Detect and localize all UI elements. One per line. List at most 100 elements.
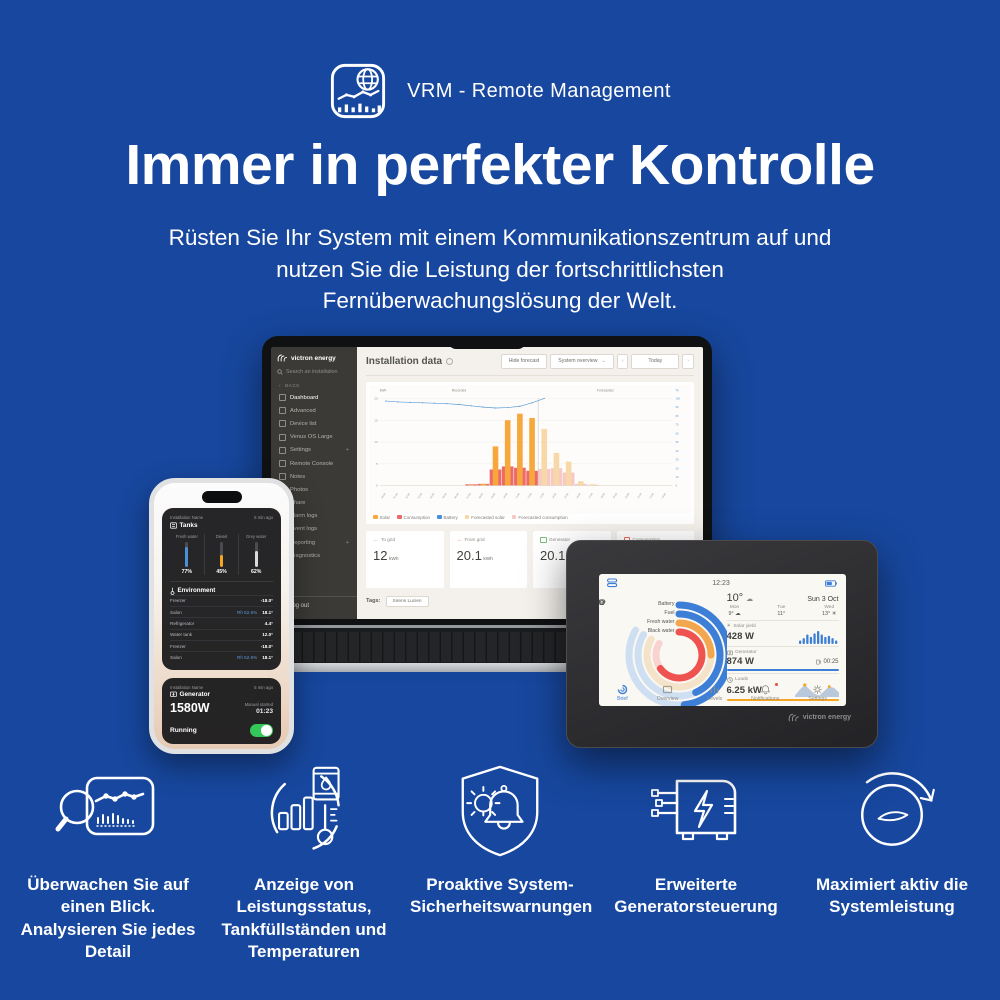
notes-icon [279, 473, 286, 481]
svg-text:5: 5 [376, 462, 378, 466]
subtitle-line-3: Fernüberwachungslösung der Welt. [322, 288, 678, 313]
next-day-button[interactable]: › [682, 354, 694, 369]
sidebar-back[interactable]: ‹ BACK [279, 383, 301, 388]
installation-chart-panel: 0 5 10 15 20 0 10 20 30 40 50 60 70 80 90 100 kWh Recorde… [366, 381, 694, 524]
loads-progress [726, 699, 839, 701]
svg-text:23:00: 23:00 [661, 492, 667, 499]
hide-forecast-button[interactable]: Hide forecast [500, 354, 548, 369]
search-installation[interactable] [277, 369, 351, 375]
svg-text:15:00: 15:00 [564, 492, 570, 499]
svg-text:07:00: 07:00 [466, 492, 472, 499]
sidebar-item-venus-os-large[interactable]: Venus OS Large [271, 431, 357, 444]
legend-forecasted-consumption[interactable]: Forecasted consumption [511, 514, 568, 520]
env-row-salon-2: Salon Rh 52.6% 18.1° [170, 651, 273, 662]
settings-icon [279, 446, 286, 454]
tab-levels[interactable]: Levels [707, 684, 722, 702]
forecast-tue: Tue 11° [777, 605, 786, 617]
remote-console-icon [279, 460, 286, 468]
prev-day-button[interactable]: ‹ [616, 354, 629, 369]
tanks-widget[interactable]: Installation Name Tanks 5 min ago Fresh … [162, 508, 281, 670]
gauge-label-battery: Battery [598, 599, 675, 608]
sidebar-item-remote-console[interactable]: Remote Console [271, 457, 357, 470]
svg-text:80: 80 [676, 414, 679, 418]
sidebar-item-advanced[interactable]: Advanced [271, 404, 357, 417]
today-button[interactable]: Today [631, 354, 680, 369]
sun-icon: ☀ [831, 611, 837, 617]
generator-toggle[interactable] [250, 724, 273, 738]
cloud-icon: ☁ [735, 611, 741, 617]
updated-ago: 5 min ago [254, 515, 273, 520]
gx-touch-mockup: 12:23 Battery Fuel Fresh water Black wat… [566, 540, 878, 748]
victron-logo-icon [788, 713, 799, 722]
svg-text:0: 0 [376, 483, 378, 487]
victron-logo-icon [277, 354, 288, 362]
svg-text:13:00: 13:00 [539, 492, 545, 499]
svg-text:03:00: 03:00 [417, 492, 423, 499]
weather-panel: 10° ☁ Sun 3 Oct Mon 9° ☁ Tue 11° Wed 13° ☀ [727, 589, 839, 620]
search-input[interactable] [286, 369, 350, 375]
svg-text:70: 70 [676, 422, 679, 426]
sidebar-item-device-list[interactable]: Device list [271, 417, 357, 430]
solar-yield-panel: ☀ Solar yield 428 W [726, 620, 839, 646]
env-row-freezer-1: Freezer -18.0° [170, 594, 273, 606]
svg-text:Recorded: Recorded [452, 388, 467, 392]
generator-widget[interactable]: Installation Name Generator 5 min ago 15… [162, 677, 281, 745]
generator-icon [651, 779, 737, 841]
loads-mini-chart [794, 683, 839, 697]
svg-text:0: 0 [676, 483, 678, 487]
generator-progress [726, 669, 839, 671]
notification-badge [775, 682, 779, 686]
plus-icon: + [345, 539, 349, 546]
page-title: Immer in perfekter Kontrolle [125, 133, 875, 197]
legend-battery[interactable]: Battery [437, 515, 458, 520]
svg-text:16:00: 16:00 [576, 492, 582, 499]
arrow-right-icon: → [456, 536, 463, 543]
stat-card-from-grid: → From grid 20.1 kWh [449, 530, 527, 588]
gear-icon[interactable] [446, 357, 454, 365]
svg-text:21:00: 21:00 [637, 492, 643, 499]
generator-power-value: 874 W [726, 656, 754, 667]
svg-text:00:00: 00:00 [381, 492, 387, 499]
plus-icon: + [345, 447, 349, 454]
updated-ago: 5 min ago [254, 684, 273, 690]
legend-forecasted-solar[interactable]: Forecasted solar [464, 514, 505, 520]
generator-icon [170, 691, 177, 698]
pages-icon[interactable] [606, 578, 618, 588]
gauge-arcs [625, 601, 727, 706]
weather-date: Sun 3 Oct [807, 595, 839, 603]
tab-notifications[interactable]: Notifications [751, 682, 779, 702]
feature-generator: Erweiterte Generatorsteuerung [601, 764, 791, 964]
legend-consumption[interactable]: Consumption [397, 515, 430, 520]
sidebar-item-dashboard[interactable]: Dashboard [271, 391, 357, 404]
env-row-refrigerator: Refrigerator 4.4° [170, 617, 273, 628]
feature-caption: Proaktive System-Sicherheitswarnungen [410, 875, 593, 917]
tab-settings[interactable]: Settings [808, 684, 827, 702]
feature-alerts: Proaktive System-Sicherheitswarnungen [405, 764, 595, 964]
system-overview-select[interactable]: System overview ⌄ [550, 354, 614, 369]
legend-solar[interactable]: Solar [373, 515, 390, 520]
phone-mockup: Installation Name Tanks 5 min ago Fresh … [149, 478, 294, 754]
tanks-icon [170, 521, 177, 529]
tag-pill[interactable]: Sirens Lucien [385, 595, 429, 608]
forecasted-consumption-swatch [511, 514, 517, 520]
svg-text:14:00: 14:00 [551, 492, 557, 499]
sidebar-item-notes[interactable]: Notes [271, 470, 357, 483]
feature-performance: Maximiert aktiv die Systemleistung [797, 764, 987, 964]
forecasted-solar-swatch [464, 514, 470, 520]
sidebar-item-settings[interactable]: Settings + [271, 444, 357, 457]
feature-caption: Überwachen Sie auf einen Blick. Analysie… [20, 875, 196, 962]
arrow-left-icon: ← [373, 536, 379, 543]
laptop-notch [448, 336, 526, 349]
forecast-mon: Mon 9° ☁ [728, 605, 741, 617]
loads-icon [726, 676, 733, 683]
tab-overview[interactable]: Overview [657, 684, 678, 702]
feature-caption: Maximiert aktiv die Systemleistung [815, 875, 969, 917]
svg-text:50: 50 [676, 440, 679, 444]
tab-brief[interactable]: Brief [617, 684, 628, 702]
svg-text:Forecasted: Forecasted [597, 388, 614, 392]
feature-row: Überwachen Sie auf einen Blick. Analysie… [0, 764, 1000, 964]
solar-mini-chart [798, 631, 837, 644]
victron-brand: victron energy [271, 347, 357, 367]
generator-runtime: 00:25 [823, 658, 839, 665]
